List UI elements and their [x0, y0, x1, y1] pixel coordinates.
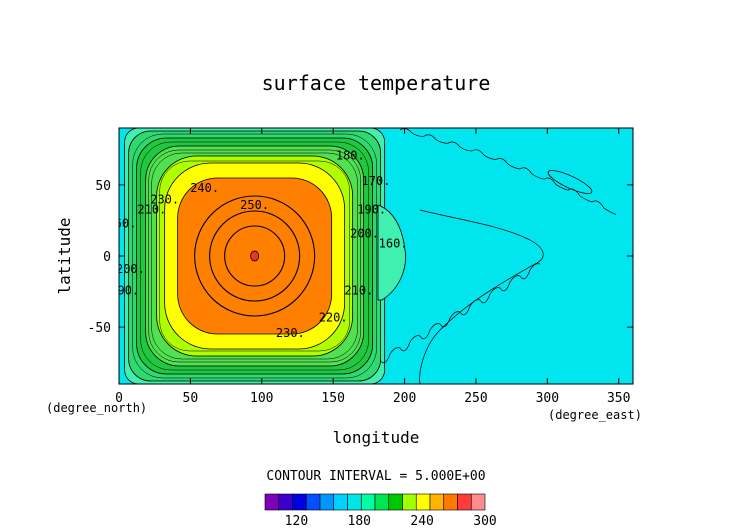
contour-label-14: 200. — [116, 262, 145, 276]
colorbar-tick-label: 180 — [348, 514, 371, 529]
inner-contour-2 — [224, 225, 286, 287]
colorbar-swatch — [347, 493, 362, 511]
x-tick-label: 350 — [607, 391, 630, 406]
colorbar-swatch — [333, 493, 348, 511]
x-unit-label: (degree_east) — [548, 408, 642, 422]
colorbar-swatch — [470, 493, 486, 511]
contour-line-3 — [151, 152, 358, 360]
y-unit-label: (degree_north) — [46, 401, 147, 415]
contour-interval: CONTOUR INTERVAL = 5.000E+00 — [266, 469, 485, 484]
contour-line-1 — [140, 141, 369, 371]
contour-label-2: 230. — [150, 192, 179, 206]
x-tick-label: 150 — [321, 391, 344, 406]
colorbar-tick-label: 240 — [410, 514, 433, 529]
contour-label-10: 170. — [362, 174, 391, 188]
contour-label-5: 210. — [137, 202, 166, 216]
hotspot-marker — [250, 250, 260, 262]
contour-line-0 — [132, 133, 377, 379]
x-tick-label: 250 — [464, 391, 487, 406]
y-axis-label: latitude — [55, 217, 74, 294]
colorbar-swatch — [429, 493, 445, 511]
contour-line-2 — [148, 149, 361, 363]
x-axis: 0 50 100 150 200 250 300 350 — [115, 128, 630, 406]
colorbar-tick-label: 120 — [285, 514, 308, 529]
colorbar-swatch — [402, 493, 417, 511]
contour-label-4: 220. — [319, 310, 348, 324]
coastline-contour — [399, 128, 617, 384]
contour-label-6: 210. — [344, 283, 373, 297]
contour-line-4 — [159, 160, 350, 352]
x-tick-label: 50 — [183, 391, 199, 406]
x-tick-label: 0 — [115, 391, 123, 406]
inner-contour-0 — [194, 195, 316, 317]
island-contour — [547, 170, 593, 194]
contour-label-11: 160. — [379, 236, 408, 250]
warm-bulge — [377, 204, 406, 301]
contour-label-13: 190. — [110, 283, 139, 297]
colorbar-swatch — [292, 493, 307, 511]
x-tick-label: 300 — [536, 391, 559, 406]
colorbar-swatch — [388, 493, 403, 511]
contour-label-1: 240. — [190, 181, 219, 195]
contour-label-0: 250. — [240, 198, 269, 212]
colorbar-swatch — [319, 493, 335, 511]
contour-label-8: 190. — [357, 202, 386, 216]
y-tick-label: 0 — [103, 250, 111, 265]
colorbar-tick-label: 300 — [473, 514, 496, 529]
colorbar: 120 180 240 300 — [264, 493, 497, 529]
contour-label-7: 200. — [350, 227, 379, 241]
y-axis: -50 0 50 — [88, 179, 633, 336]
colorbar-swatch — [374, 493, 390, 511]
contour-label-12: 160. — [107, 217, 136, 231]
y-tick-label: -50 — [88, 321, 111, 336]
x-axis-label: longitude — [333, 428, 420, 447]
colorbar-swatch — [360, 493, 376, 511]
colorbar-swatch — [264, 493, 280, 511]
colorbar-swatch — [305, 493, 321, 511]
zigzag-contour — [379, 263, 541, 364]
colorbar-swatch — [443, 493, 458, 511]
x-tick-label: 100 — [250, 391, 273, 406]
inner-contour-1 — [209, 210, 301, 302]
plot-area: 250. 240. 230. 230. 220. 210. 210. 200. 190. 180.… — [107, 128, 633, 384]
y-tick-label: 50 — [95, 179, 111, 194]
colorbar-swatch — [278, 493, 293, 511]
colorbar-swatch — [415, 493, 431, 511]
contour-label-3: 230. — [276, 326, 305, 340]
contour-label-9: 180. — [336, 148, 365, 162]
chart-title: surface temperature — [262, 71, 491, 95]
x-tick-label: 200 — [393, 391, 416, 406]
colorbar-swatch — [457, 493, 472, 511]
